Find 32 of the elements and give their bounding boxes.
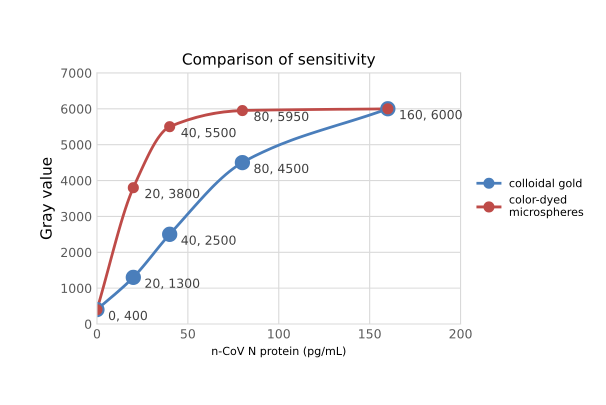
data-label: 80, 4500 <box>254 164 308 174</box>
data-label: 0, 400 <box>108 310 147 322</box>
data-label: 20, 1300 <box>145 278 200 290</box>
point <box>162 226 178 242</box>
x-tick-label: 0 <box>94 329 100 339</box>
legend-label: colloidal gold <box>510 178 582 190</box>
y-axis-title: Gray value <box>40 158 55 240</box>
y-tick-label: 7000 <box>61 68 92 78</box>
y-tick-label: 2000 <box>61 248 92 258</box>
point <box>128 182 139 194</box>
data-label: 40, 5500 <box>181 128 236 139</box>
data-label: 40, 2500 <box>181 235 236 246</box>
chart-title: Comparison of sensitivity <box>182 52 376 68</box>
y-tick-label: 1000 <box>62 284 92 294</box>
data-label: 80, 5950 <box>254 112 308 122</box>
y-tick-label: 0 <box>84 319 92 329</box>
y-tick-label: 5000 <box>61 140 92 150</box>
data-label: 160, 6000 <box>400 110 462 121</box>
point <box>164 121 176 132</box>
point <box>236 105 248 116</box>
y-tick-label: 4000 <box>60 176 92 186</box>
point <box>234 154 250 170</box>
point <box>126 270 141 286</box>
x-tick-label: 200 <box>450 329 472 339</box>
x-tick-label: 100 <box>268 329 290 339</box>
x-tick-label: 150 <box>359 329 381 339</box>
legend-label: color-dyed microspheres <box>510 195 584 218</box>
y-tick-label: 6000 <box>61 104 92 114</box>
data-label: 20, 3800 <box>145 188 200 200</box>
x-tick-label: 50 <box>180 329 195 339</box>
y-tick-label: 3000 <box>61 212 92 222</box>
x-axis-title: n-CoV N protein (pg/mL) <box>212 346 346 358</box>
